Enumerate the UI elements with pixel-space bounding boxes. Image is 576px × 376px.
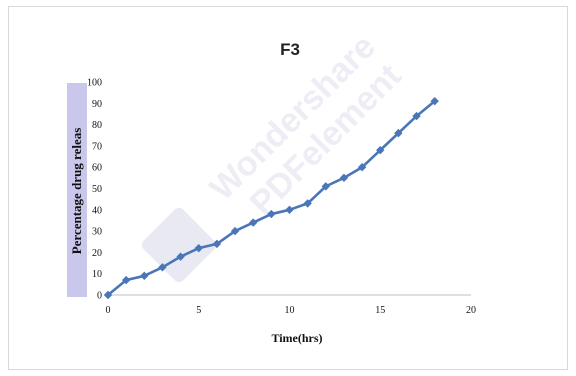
y-tick-label: 100 — [87, 78, 102, 89]
y-tick-label: 20 — [92, 248, 102, 259]
data-point-marker — [430, 96, 439, 106]
data-point-marker — [394, 128, 403, 138]
x-tick-label: 10 — [285, 305, 295, 316]
y-tick-label: 70 — [92, 141, 102, 152]
y-tick-label: 60 — [92, 163, 102, 174]
x-tick-label: 5 — [196, 305, 201, 316]
y-tick-label: 0 — [97, 291, 102, 302]
x-tick-label: 0 — [106, 305, 111, 316]
y-axis-label: Percentage drug releas — [69, 128, 84, 255]
data-point-marker — [249, 218, 258, 227]
data-point-marker — [103, 290, 113, 300]
y-tick-label: 30 — [92, 227, 102, 238]
x-tick-label: 15 — [375, 305, 385, 316]
data-point-marker — [212, 239, 222, 249]
data-point-marker — [376, 145, 385, 155]
y-tick-label: 80 — [92, 120, 102, 131]
chart-frame: Wondershare PDFelement F3 Percentage dru… — [8, 6, 568, 370]
data-point-marker — [285, 205, 294, 214]
y-tick-label: 50 — [92, 184, 102, 195]
data-point-marker — [140, 271, 149, 281]
data-point-marker — [158, 263, 167, 272]
data-point-marker — [303, 199, 312, 208]
watermark-logo — [141, 207, 217, 283]
x-axis-label: Time(hrs) — [271, 331, 322, 345]
data-point-marker — [412, 111, 421, 121]
plot-area — [103, 96, 439, 300]
data-point-marker — [176, 252, 185, 261]
watermark: Wondershare PDFelement — [141, 28, 409, 283]
x-tick-label: 20 — [466, 305, 476, 316]
data-point-marker — [194, 243, 203, 253]
data-point-marker — [121, 275, 131, 285]
data-point-marker — [357, 163, 367, 172]
data-point-marker — [339, 173, 349, 183]
y-tick-label: 40 — [92, 205, 102, 216]
y-tick-label: 10 — [92, 269, 102, 280]
chart-title: F3 — [280, 40, 300, 59]
data-point-marker — [321, 182, 330, 191]
y-tick-label: 90 — [92, 99, 102, 110]
x-tick-labels: 0 5 10 15 20 — [106, 305, 477, 316]
y-axis-label-background — [67, 83, 87, 297]
data-point-marker — [267, 209, 276, 219]
line-chart: Wondershare PDFelement F3 Percentage dru… — [67, 28, 477, 345]
y-tick-labels: 0 10 20 30 40 50 60 70 80 90 100 — [87, 78, 102, 302]
data-point-marker — [230, 226, 240, 236]
